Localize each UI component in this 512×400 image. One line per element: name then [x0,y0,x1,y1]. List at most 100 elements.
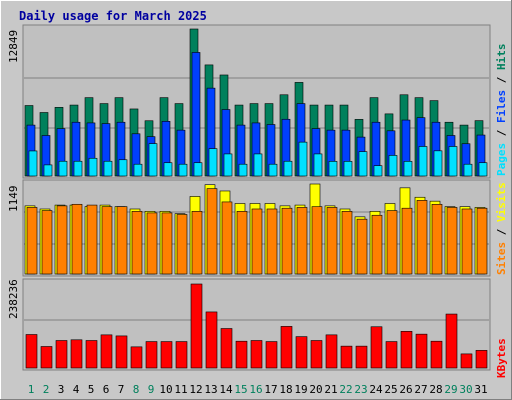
pages-bar [343,161,353,177]
x-tick-label: 10 [159,383,172,396]
pages-bar [253,153,263,177]
kbytes-bar [175,341,188,369]
x-tick-label: 31 [474,383,487,396]
kbytes-bar [445,313,458,369]
sites-bar [341,211,353,275]
legend-pages: Pages [495,143,508,176]
kbytes-bar [460,353,473,369]
legend-sep: / [495,129,508,136]
pages-bar [478,162,488,177]
pages-bar [403,161,413,177]
pages-bar [373,165,383,177]
pages-bar [58,160,68,177]
kbytes-bar [415,333,428,369]
legend-visits: Visits [495,182,508,222]
x-tick-label: 3 [58,383,65,396]
x-axis-day-labels: 1 2 3 4 5 6 7 8 9 10 11 12 13 14 15 16 17 18 19 20 21 22 23 24 2… [28,383,488,396]
pages-bar [433,150,443,177]
sites-bar [161,212,173,275]
legend-sites: Sites [495,242,508,275]
sites-bar [251,208,263,275]
kbytes-bar [100,334,113,369]
y-axis-label-kbytes: KBytes [495,338,508,378]
x-tick-label: 4 [73,383,80,396]
x-tick-label: 9 [148,383,155,396]
x-tick-label: 15 [234,383,247,396]
sites-bar [71,203,83,275]
kbytes-bar [295,336,308,369]
sites-bar [281,207,293,275]
x-tick-label: 2 [43,383,50,396]
kbytes-bar [250,340,263,369]
kbytes-bar [235,340,248,369]
pages-bar [43,164,53,177]
x-tick-label: 5 [88,383,95,396]
legend-hits: Hits [495,44,508,71]
x-tick-label: 6 [103,383,110,396]
y-max-label-hits: 12849 [7,30,20,63]
pages-bar [208,148,218,177]
x-tick-label: 30 [459,383,472,396]
pages-bar [388,155,398,177]
x-tick-label: 28 [429,383,442,396]
x-tick-label: 27 [414,383,427,396]
pages-bar [148,143,158,177]
pages-bar [268,163,278,177]
y-axis-label-visits-sites: Sites / Visits [495,182,508,275]
sites-bar [371,214,383,275]
pages-bar [73,160,83,177]
kbytes-bar [265,341,278,369]
x-tick-label: 1 [28,383,35,396]
sites-bar [311,206,323,275]
x-tick-label: 12 [189,383,202,396]
kbytes-bar [430,340,443,369]
pages-bar [103,160,113,177]
x-tick-label: 21 [324,383,337,396]
kbytes-bar [145,341,158,369]
legend-sep: / [495,76,508,83]
sites-bar [386,210,398,275]
x-tick-label: 20 [309,383,322,396]
pages-bar [358,151,368,177]
kbytes-bar [70,339,83,369]
y-max-label-kbytes: 238236 [7,279,20,319]
kbytes-bar [475,350,488,369]
sites-bar [326,207,338,275]
sites-bar [176,214,188,275]
y-axis-label-hits-files-pages: Pages / Files / Hits [495,44,508,177]
sites-bar [431,203,443,275]
sites-bar [461,208,473,275]
x-tick-label: 7 [118,383,125,396]
pages-bar [163,162,173,177]
pages-bar [283,160,293,177]
pages-bar [133,163,143,177]
kbytes-bar [40,346,53,369]
kbytes-bar [55,340,68,369]
legend-sep: / [495,228,508,235]
sites-bar [356,218,368,275]
pages-bar [328,161,338,177]
sites-bar [131,211,143,275]
kbytes-bar [115,335,128,369]
legend-files: Files [495,90,508,123]
kbytes-bar [25,334,38,369]
x-tick-label: 22 [339,383,352,396]
sites-bar [116,206,128,275]
hits-files-pages-bars [24,28,488,177]
pages-bar [223,153,233,177]
pages-bar [418,146,428,177]
sites-bar [146,212,158,275]
x-tick-label: 11 [174,383,187,396]
sites-bar [416,200,428,275]
chart-title: Daily usage for March 2025 [19,9,207,23]
pages-bar [118,159,128,177]
x-tick-label: 25 [384,383,397,396]
pages-bar [448,146,458,177]
y-max-label-visits: 1149 [7,186,20,213]
kbytes-bar [85,340,98,369]
x-tick-label: 24 [369,383,383,396]
x-tick-label: 16 [249,383,262,396]
pages-bar [193,162,203,177]
sites-bar [86,204,98,275]
sites-bar [221,201,233,275]
